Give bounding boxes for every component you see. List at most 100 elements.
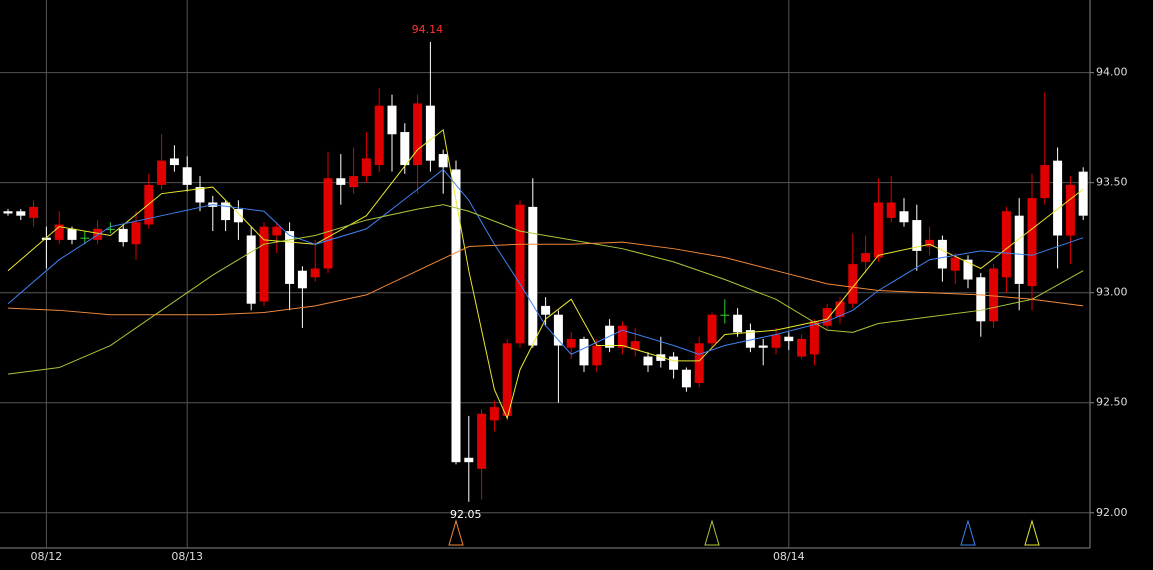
candle-body (246, 235, 256, 304)
candle-body (361, 158, 371, 177)
candle-body (515, 204, 525, 344)
candle-body (438, 154, 448, 168)
candle-body (1065, 184, 1075, 236)
candle-body (989, 268, 999, 322)
candle-body (131, 222, 141, 245)
moving-average-line (7, 168, 1084, 355)
candle-body (489, 407, 499, 421)
candle-body (1078, 171, 1088, 216)
candle-body (1053, 160, 1063, 236)
candle-body (80, 237, 90, 239)
candle-body (643, 356, 653, 366)
y-tick-label: 92.50 (1096, 396, 1128, 409)
candle-body (566, 338, 576, 348)
candle-body (451, 169, 461, 463)
signal-marker (704, 519, 720, 546)
candle-body (822, 308, 832, 326)
candle-body (297, 270, 307, 289)
candle-body (3, 211, 13, 214)
candle-body (592, 345, 602, 366)
candle-body (323, 178, 333, 269)
candle-body (477, 413, 487, 469)
candle-body (925, 239, 935, 247)
candle-body (617, 325, 627, 348)
candle-body (387, 105, 397, 135)
y-tick-label: 93.50 (1096, 176, 1128, 189)
candle-body (1001, 211, 1011, 278)
candle-body (105, 228, 115, 230)
candle-body (809, 321, 819, 355)
candle-body (464, 457, 474, 463)
candle-body (285, 231, 295, 284)
x-tick-label: 08/13 (171, 550, 203, 563)
candle-body (374, 105, 384, 166)
candle-body (157, 160, 167, 185)
candle-body (771, 334, 781, 348)
candle-body (233, 209, 243, 223)
candle-body (1040, 165, 1050, 199)
candle-body (976, 277, 986, 322)
candle-body (720, 314, 730, 316)
candle-body (681, 369, 691, 388)
candle-body (950, 257, 960, 271)
moving-average-line (7, 128, 1084, 420)
candle-body (310, 268, 320, 278)
signal-marker (960, 519, 976, 546)
candle-body (413, 103, 423, 166)
moving-average-line (7, 204, 1084, 375)
candle-body (694, 343, 704, 383)
candle-body (67, 228, 77, 240)
candle-body (553, 314, 563, 346)
candle-body (272, 226, 282, 236)
candle-body (54, 224, 64, 240)
candle-body (41, 237, 51, 240)
candle-body (528, 206, 538, 346)
candle-body (707, 314, 717, 344)
candle-body (886, 202, 896, 218)
candle-body (784, 336, 794, 342)
candle-body (1014, 215, 1024, 284)
candle-body (221, 202, 231, 221)
candle-body (835, 301, 845, 317)
candle-body (745, 330, 755, 348)
candle-body (861, 253, 871, 262)
candle-body (733, 314, 743, 333)
candle-body (656, 354, 666, 361)
candle-body (579, 338, 589, 366)
candle-body (29, 206, 39, 218)
candle-body (758, 345, 768, 348)
candle-body (118, 228, 128, 243)
candle-body (963, 259, 973, 280)
x-tick-label: 08/14 (773, 550, 805, 563)
candle-body (669, 356, 679, 370)
y-tick-label: 92.00 (1096, 506, 1128, 519)
extreme-label: 92.05 (450, 508, 482, 521)
candle-body (16, 211, 26, 216)
candle-body (400, 132, 410, 166)
candle-body (349, 176, 359, 188)
y-tick-label: 94.00 (1096, 66, 1128, 79)
candle-body (848, 264, 858, 304)
candle-body (899, 211, 909, 223)
moving-average-line (7, 241, 1084, 316)
candle-body (873, 202, 883, 258)
extreme-label: 94.14 (412, 23, 444, 36)
y-tick-label: 93.00 (1096, 286, 1128, 299)
candle-body (195, 187, 205, 203)
candle-body (912, 220, 922, 251)
candle-body (541, 305, 551, 315)
signal-marker (448, 519, 464, 546)
candle-body (425, 105, 435, 161)
candle-body (630, 341, 640, 350)
candle-body (502, 343, 512, 416)
signal-marker (1024, 519, 1040, 546)
candle-body (336, 178, 346, 185)
candle-body (259, 226, 269, 302)
candle-body (182, 167, 192, 185)
x-tick-label: 08/12 (31, 550, 63, 563)
candle-body (1027, 198, 1037, 287)
candle-body (797, 338, 807, 357)
candle-body (169, 158, 179, 166)
